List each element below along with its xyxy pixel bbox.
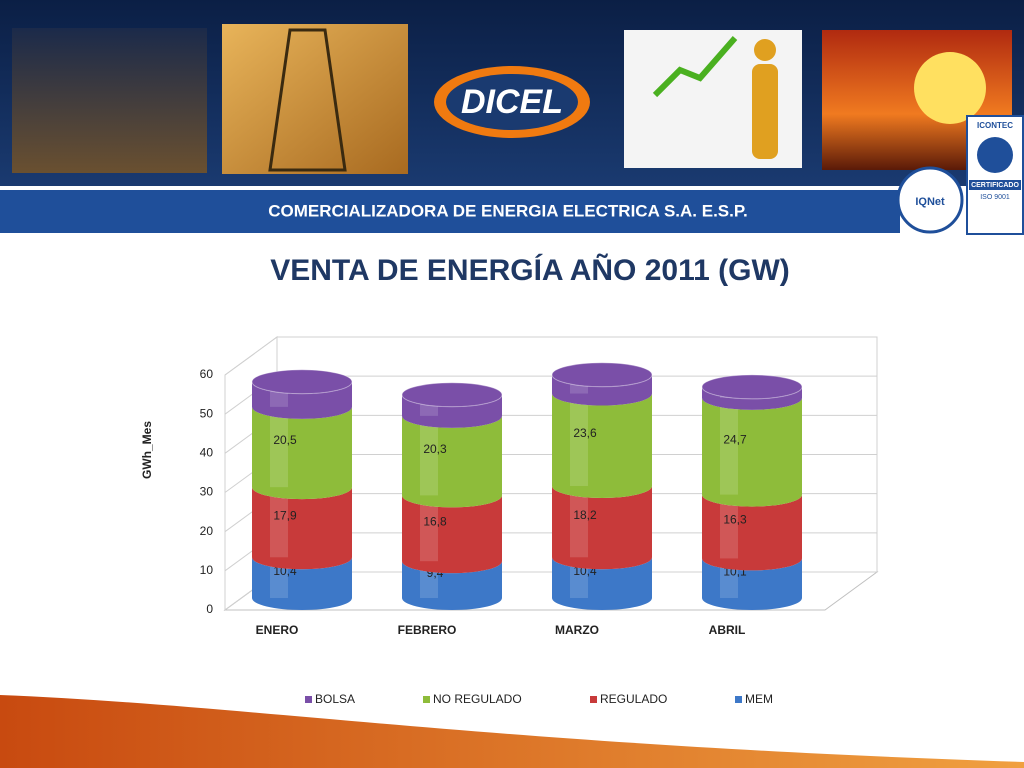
bar-segment (552, 485, 652, 570)
data-label: 24,7 (723, 432, 747, 446)
y-tick-label: 0 (206, 602, 213, 616)
bar-segment (402, 394, 502, 428)
data-label: 18,2 (573, 508, 597, 522)
bar-segment (252, 487, 352, 570)
icontec-text: ICONTEC (977, 121, 1013, 130)
tower-icon (268, 28, 347, 172)
cert-label: CERTIFICADO (971, 182, 1019, 189)
figure-body (752, 64, 778, 159)
banner-text: COMERCIALIZADORA DE ENERGIA ELECTRICA S.… (268, 201, 748, 220)
logo: DICEL (461, 83, 563, 121)
data-label: 20,5 (273, 433, 297, 447)
segment-highlight (570, 485, 588, 558)
y-axis-label: GWh_Mes (140, 421, 154, 479)
photo-city (12, 28, 207, 173)
legend-swatch (305, 696, 312, 703)
legend-swatch (735, 696, 742, 703)
footer-swoosh (0, 695, 1024, 768)
bar-segment (402, 495, 502, 574)
bar-segment (402, 561, 502, 610)
bar-segment (702, 386, 802, 410)
segment-highlight (720, 494, 738, 559)
data-label: 23,6 (573, 426, 597, 440)
photo-tower (222, 24, 408, 174)
figure-head (754, 39, 776, 61)
bar-segment (252, 406, 352, 500)
legend-swatch (590, 696, 597, 703)
bar-segment (702, 397, 802, 507)
bar-segment (552, 557, 652, 610)
data-label: 16,3 (723, 513, 747, 527)
y-tick-label: 40 (200, 446, 214, 460)
y-tick-label: 10 (200, 563, 214, 577)
x-tick-label: ENERO (256, 623, 299, 637)
cylinder-top (251, 369, 353, 395)
logo-inner (446, 74, 578, 130)
segment-highlight (420, 495, 438, 562)
bar-segment (702, 558, 802, 610)
bar-segment (252, 381, 352, 419)
data-label: 17,9 (273, 508, 297, 522)
icontec-badge (966, 115, 1024, 235)
data-label: 16,8 (423, 514, 447, 528)
segment-highlight (420, 415, 438, 496)
sun (914, 52, 986, 124)
x-tick-label: ABRIL (709, 623, 746, 637)
segment-highlight (720, 397, 738, 495)
banner (0, 186, 900, 233)
cylinder-top (701, 374, 803, 400)
cylinder-top (401, 382, 503, 408)
chart-title: VENTA DE ENERGÍA AÑO 2011 (GW) (270, 253, 790, 287)
banner-line (0, 186, 900, 190)
legend-label: NO REGULADO (433, 692, 522, 706)
iqnet-text: IQNet (915, 196, 945, 208)
chart: 0102030405060ENERO10,417,920,56,4FEBRERO… (200, 336, 879, 706)
legend-swatch (423, 696, 430, 703)
bar-segment (402, 415, 502, 508)
bar-segment (552, 374, 652, 406)
legend-label: REGULADO (600, 692, 667, 706)
growth-arrow (652, 36, 738, 98)
y-tick-label: 60 (200, 367, 214, 381)
legend-label: MEM (745, 692, 773, 706)
segment-highlight (270, 406, 288, 488)
y-tick-label: 30 (200, 485, 214, 499)
data-label: 20,3 (423, 442, 447, 456)
bar-segment (552, 393, 652, 498)
cert-standard: ISO 9001 (980, 194, 1010, 201)
segment-highlight (570, 393, 588, 486)
legend-label: BOLSA (315, 692, 355, 706)
iqnet-badge (896, 166, 964, 234)
y-tick-label: 50 (200, 406, 214, 420)
cert-band (969, 180, 1021, 190)
x-tick-label: FEBRERO (398, 623, 457, 637)
grid-line (224, 336, 877, 376)
segment-highlight (270, 487, 288, 558)
bar-segment (702, 494, 802, 571)
y-tick-label: 20 (200, 524, 214, 538)
x-tick-label: MARZO (555, 623, 599, 637)
bar-segment (252, 557, 352, 610)
icontec-logo (977, 137, 1013, 173)
cylinder-top (551, 362, 653, 388)
